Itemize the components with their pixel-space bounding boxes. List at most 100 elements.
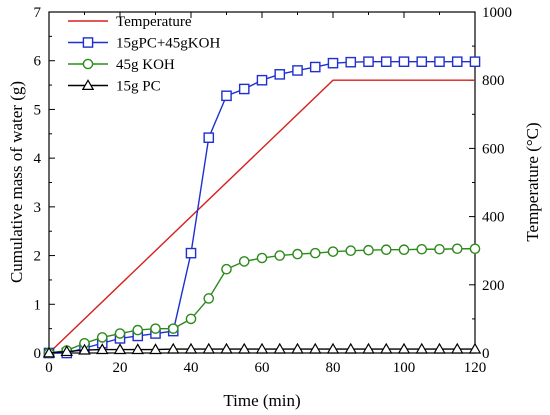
y-left-tick-label: 1 [34,297,42,313]
data-point [380,56,392,67]
data-point [327,246,339,257]
data-point [113,343,127,355]
y-right-tick-label: 600 [482,141,505,157]
legend-item: 45g KOH [68,57,175,73]
data-point [345,56,357,68]
data-point [238,342,251,354]
legend-label: 15gPC+45gKOH [116,36,220,52]
data-point [451,243,463,255]
data-point [238,83,250,95]
data-point [434,56,445,67]
x-axis-title: Time (min) [223,391,300,410]
legend-item: 15g PC [68,79,161,95]
data-point [292,65,303,76]
y-left-tick-label: 4 [34,151,42,167]
legend-label: 45g KOH [116,57,175,73]
x-tick-label: 20 [113,360,128,376]
series-45g-koh [43,243,481,359]
data-point [238,256,250,267]
data-point [345,245,357,256]
data-point [309,247,321,259]
legend-label: Temperature [116,14,192,30]
data-point [202,342,215,354]
y-right-tick-label: 800 [482,73,505,89]
data-point [416,56,428,67]
data-point [398,244,410,256]
data-point [60,345,73,357]
data-point [149,343,162,355]
data-point [256,74,268,86]
data-point [203,132,215,143]
data-point [131,343,144,355]
series-layer [42,56,482,359]
legend-marker [82,58,94,70]
y-left-tick-label: 0 [34,346,42,362]
data-point [451,342,464,354]
data-point [326,342,340,354]
data-point [96,332,108,343]
data-point [469,243,481,255]
legend-item: 15gPC+45gKOH [68,36,220,52]
y-left-tick-label: 2 [34,249,42,265]
y-axis-left-title: Cumulative mass of water (g) [7,81,26,283]
data-point [416,243,428,255]
series-line [48,79,475,354]
data-point [344,342,357,354]
data-point [363,244,374,256]
data-point [415,342,428,354]
data-point [363,56,374,67]
data-point [42,346,56,358]
legend: Temperature 15gPC+45gKOH 45g KOH 15g PC [68,14,220,95]
series-temperature [48,79,475,354]
data-point [255,342,269,354]
legend-label: 15g PC [116,79,161,95]
data-point [185,313,197,325]
data-point [469,56,481,67]
legend-marker [82,37,94,48]
data-point [309,342,322,354]
data-point [468,342,482,354]
series-15g-pc [42,342,482,358]
y-left-tick-label: 6 [34,54,42,70]
data-point [274,69,286,80]
x-tick-label: 60 [255,360,270,376]
y-left-tick-label: 5 [34,102,42,118]
data-point [397,342,411,354]
data-point [96,343,109,355]
data-point [292,248,303,260]
y-left-tick-label: 3 [34,200,42,216]
data-point [185,247,197,259]
data-point [220,342,233,354]
y-right-tick-label: 0 [482,346,490,362]
data-point [150,323,161,334]
y-right-tick-label: 200 [482,278,505,294]
x-tick-label: 100 [393,360,416,376]
data-point [398,56,410,67]
data-point [78,343,91,355]
y-left-tick-label: 7 [34,5,42,21]
data-point [274,250,286,261]
data-point [221,90,232,102]
y-axis-right-title: Temperature (°C) [523,122,542,241]
data-point [433,342,446,354]
x-tick-label: 120 [464,360,487,376]
legend-item: Temperature [68,14,192,30]
data-point [451,56,463,67]
data-point [362,342,375,354]
data-point [327,57,339,69]
y-right-tick-label: 400 [482,210,505,226]
data-point [256,252,268,264]
data-point [380,244,392,256]
data-point [132,324,144,336]
series-line [48,248,475,354]
data-point [184,342,198,354]
x-tick-label: 40 [184,360,199,376]
data-point [167,342,180,354]
data-point [380,342,393,354]
data-point [167,323,179,334]
data-point [203,293,215,304]
legend-marker [81,79,95,91]
x-tick-label: 80 [326,360,341,376]
data-point [434,243,445,255]
